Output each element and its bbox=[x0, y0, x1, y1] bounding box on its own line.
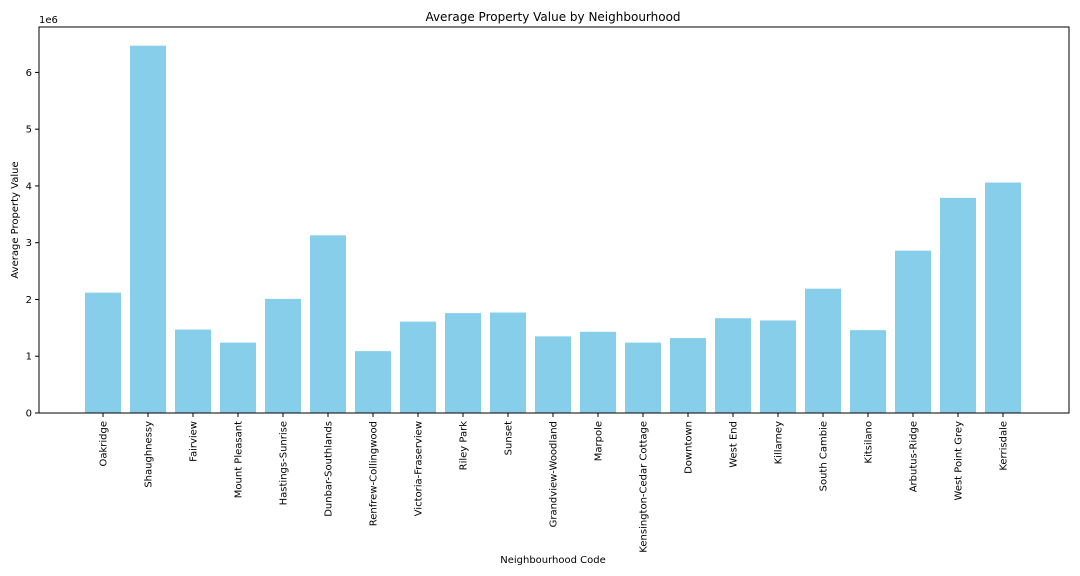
x-tick-label: Fairview bbox=[189, 421, 200, 462]
y-tick-label: 3 bbox=[26, 238, 32, 249]
x-tick-label: South Cambie bbox=[819, 421, 830, 491]
plot-frame bbox=[38, 26, 1070, 414]
bar bbox=[490, 312, 526, 413]
bar bbox=[85, 292, 121, 413]
bar bbox=[130, 45, 166, 413]
bar bbox=[895, 250, 931, 413]
x-tick-label: Dunbar-Southlands bbox=[324, 421, 335, 517]
y-tick-label: 4 bbox=[26, 181, 32, 192]
x-tick-label: Grandview-Woodland bbox=[549, 421, 560, 527]
y-tick-label: 2 bbox=[26, 295, 32, 306]
bar bbox=[625, 342, 661, 413]
bar bbox=[985, 182, 1021, 413]
bar bbox=[715, 318, 751, 413]
x-axis-label: Neighbourhood Code bbox=[500, 555, 606, 566]
x-tick-label: Mount Pleasant bbox=[234, 421, 245, 498]
bar bbox=[940, 197, 976, 413]
x-tick-label: Arbutus-Ridge bbox=[909, 421, 920, 492]
x-tick-label: Kitsilano bbox=[864, 421, 875, 464]
x-tick-label: West Point Grey bbox=[954, 421, 965, 501]
bar bbox=[400, 321, 436, 413]
x-tick-label: Downtown bbox=[684, 421, 695, 474]
y-tick-label: 6 bbox=[26, 68, 32, 79]
bar bbox=[310, 235, 346, 413]
bar bbox=[670, 338, 706, 413]
y-axis-label: Average Property Value bbox=[10, 161, 21, 278]
bars bbox=[85, 45, 1021, 413]
chart-title: Average Property Value by Neighbourhood bbox=[425, 10, 680, 24]
x-tick-label: Oakridge bbox=[99, 421, 110, 467]
x-tick-label: Marpole bbox=[594, 421, 605, 461]
x-tick-label: Riley Park bbox=[459, 421, 470, 471]
x-tick-label: Hastings-Sunrise bbox=[279, 421, 290, 505]
y-tick-label: 0 bbox=[26, 409, 32, 420]
bar bbox=[850, 330, 886, 413]
x-tick-label: Shaughnessy bbox=[144, 421, 155, 488]
bar bbox=[760, 320, 796, 413]
x-tick-label: Victoria-Fraserview bbox=[414, 421, 425, 516]
x-tick-label: West End bbox=[729, 421, 740, 468]
x-tick-label: Kensington-Cedar Cottage bbox=[639, 421, 650, 553]
x-tick-label: Sunset bbox=[504, 421, 515, 455]
x-axis-ticks: Oakridge Shaughnessy Fairview Mount Pleasan… bbox=[99, 413, 1010, 553]
y-tick-label: 1 bbox=[26, 352, 32, 363]
x-tick-label: Renfrew-Collingwood bbox=[369, 421, 380, 526]
y-axis-ticks: 0 1 2 3 4 5 6 bbox=[26, 68, 39, 420]
bar bbox=[445, 313, 481, 413]
bar bbox=[265, 298, 301, 413]
bar bbox=[580, 331, 616, 413]
x-tick-label: Killarney bbox=[774, 421, 785, 464]
x-tick-label: Kerrisdale bbox=[999, 421, 1010, 471]
bar bbox=[355, 351, 391, 413]
bar bbox=[175, 329, 211, 413]
bar bbox=[805, 288, 841, 413]
y-offset-label: 1e6 bbox=[39, 15, 58, 26]
bar bbox=[220, 342, 256, 413]
bar bbox=[535, 336, 571, 413]
y-tick-label: 5 bbox=[26, 125, 32, 136]
